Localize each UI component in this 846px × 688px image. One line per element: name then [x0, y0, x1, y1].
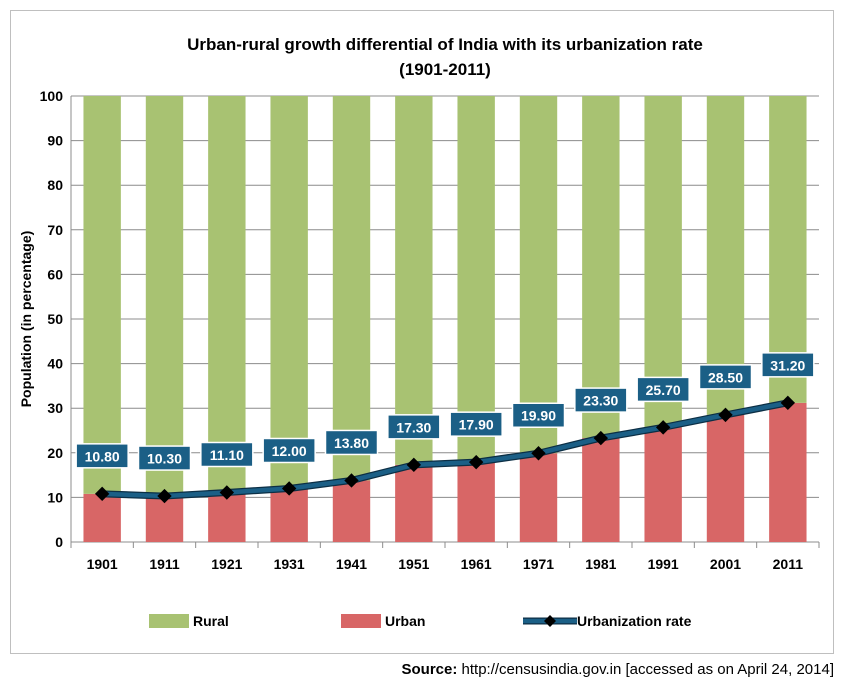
rate-data-label-box: [698, 364, 753, 390]
rural-bar: [332, 96, 371, 481]
legend-rate-marker: [544, 615, 556, 627]
rate-data-label: 31.20: [770, 357, 805, 373]
x-tick-label: 1981: [585, 556, 616, 572]
rate-data-label-box: [262, 437, 316, 464]
x-tick-label: 1991: [648, 556, 679, 572]
rate-data-label-box: [200, 441, 254, 468]
rural-bar: [395, 96, 433, 465]
x-tick-label: 1961: [461, 556, 492, 572]
urban-bar: [519, 453, 558, 542]
rate-data-label: 12.00: [272, 443, 307, 459]
urban-bar: [145, 496, 184, 542]
rate-data-label: 10.80: [85, 448, 120, 464]
urban-bar: [270, 488, 308, 542]
rate-marker: [344, 473, 359, 488]
y-tick-label: 70: [47, 222, 63, 238]
rate-data-label-box: [636, 376, 690, 403]
rate-data-label-box: [511, 402, 566, 428]
rate-data-label: 10.30: [147, 451, 182, 467]
source-label: Source:: [401, 661, 458, 678]
rural-bar: [457, 96, 495, 463]
chart-subtitle: (1901-2011): [399, 60, 491, 79]
rate-marker: [531, 446, 546, 461]
urban-bar: [582, 438, 620, 542]
x-tick-label: 2011: [773, 556, 804, 572]
rate-marker: [780, 395, 796, 411]
y-tick-label: 60: [47, 266, 63, 282]
chart-title: Urban-rural growth differential of India…: [187, 35, 703, 54]
urban-bar: [457, 462, 495, 542]
source-text: http://censusindia.gov.in [accessed as o…: [457, 661, 834, 678]
x-tick-label: 1931: [274, 556, 305, 572]
y-tick-label: 90: [47, 133, 63, 149]
rate-line: [102, 400, 789, 499]
x-tick-label: 1971: [523, 556, 554, 572]
legend-urban-swatch: [341, 614, 381, 628]
y-tick-label: 40: [47, 356, 63, 372]
rate-data-label: 19.90: [521, 408, 556, 424]
rate-marker: [655, 420, 671, 435]
legend-rural-label: Rural: [193, 613, 229, 629]
chart-frame: Urban-rural growth differential of India…: [10, 10, 834, 654]
x-tick-label: 2001: [710, 556, 741, 572]
rate-marker: [468, 454, 484, 470]
x-tick-label: 1941: [336, 556, 367, 572]
rate-marker: [281, 481, 297, 496]
x-tick-label: 1951: [398, 556, 429, 572]
legend-urban-label: Urban: [385, 613, 425, 629]
rate-data-label-box: [387, 414, 441, 440]
rate-marker: [593, 430, 609, 446]
x-tick-label: 1911: [149, 556, 180, 572]
urban-bar: [644, 427, 682, 542]
rate-data-label: 17.30: [396, 419, 431, 435]
rate-data-label-box: [449, 411, 503, 437]
rate-data-label: 25.70: [646, 382, 681, 398]
urban-bar: [706, 414, 745, 542]
x-tick-label: 1921: [211, 556, 242, 572]
rural-bar: [582, 96, 620, 439]
rural-bar: [519, 96, 558, 454]
rural-bar: [644, 96, 682, 428]
source-note: Source: http://censusindia.gov.in [acces…: [402, 661, 835, 678]
urban-bar: [395, 464, 433, 542]
rural-bar: [270, 96, 308, 489]
rural-bar: [83, 96, 121, 494]
urban-bar: [332, 480, 371, 542]
legend-rural-swatch: [149, 614, 189, 628]
rural-bar: [706, 96, 745, 415]
rural-bar: [208, 96, 246, 493]
y-tick-label: 80: [47, 177, 63, 193]
urban-bar: [208, 492, 246, 542]
y-tick-label: 10: [47, 489, 63, 505]
rate-marker: [718, 407, 733, 423]
chart-svg: Urban-rural growth differential of India…: [18, 35, 820, 629]
y-tick-label: 0: [55, 534, 63, 550]
rural-bar: [145, 96, 184, 497]
y-tick-label: 20: [47, 445, 63, 461]
rate-data-label-box: [574, 387, 628, 413]
x-tick-label: 1901: [87, 556, 118, 572]
rate-marker: [94, 486, 110, 502]
rate-data-label-box: [324, 429, 379, 456]
rate-data-label: 13.80: [334, 435, 369, 451]
rate-data-label-box: [137, 445, 192, 471]
rate-data-label: 17.90: [459, 417, 494, 433]
y-tick-label: 30: [47, 400, 63, 416]
urban-bar: [83, 493, 121, 542]
urban-bar: [769, 402, 807, 542]
y-tick-label: 100: [40, 88, 64, 104]
rate-data-label-box: [75, 443, 129, 469]
y-tick-label: 50: [47, 311, 63, 327]
y-axis-label: Population (in percentage): [18, 231, 34, 408]
rural-bar: [769, 96, 807, 403]
rate-data-label-box: [761, 352, 815, 378]
rate-data-label: 23.30: [583, 393, 618, 409]
rate-marker: [219, 485, 235, 500]
legend-rate-label: Urbanization rate: [577, 613, 692, 629]
rate-data-label: 28.50: [708, 369, 743, 385]
rate-marker: [406, 457, 422, 473]
rate-data-label: 11.10: [210, 447, 244, 463]
rate-marker: [157, 488, 172, 504]
